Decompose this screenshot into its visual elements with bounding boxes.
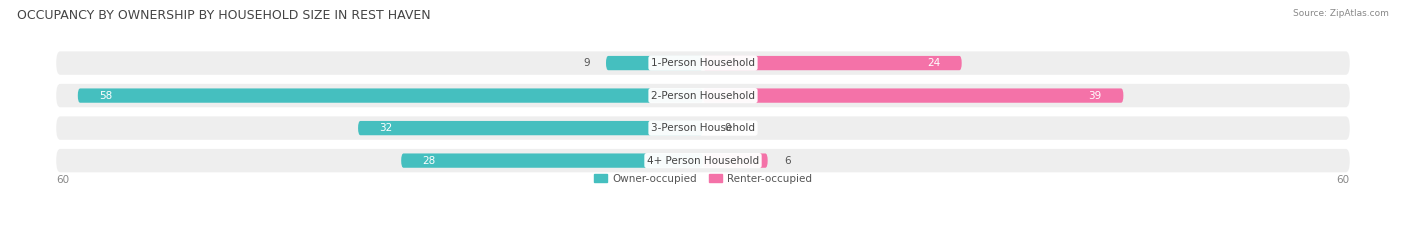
- Text: 39: 39: [1088, 91, 1102, 101]
- FancyBboxPatch shape: [703, 56, 962, 70]
- Legend: Owner-occupied, Renter-occupied: Owner-occupied, Renter-occupied: [591, 169, 815, 188]
- FancyBboxPatch shape: [606, 56, 703, 70]
- FancyBboxPatch shape: [77, 89, 703, 103]
- Text: 4+ Person Household: 4+ Person Household: [647, 156, 759, 166]
- Text: 3-Person Household: 3-Person Household: [651, 123, 755, 133]
- Text: 2-Person Household: 2-Person Household: [651, 91, 755, 101]
- FancyBboxPatch shape: [703, 89, 1123, 103]
- Text: 58: 58: [100, 91, 112, 101]
- Text: Source: ZipAtlas.com: Source: ZipAtlas.com: [1294, 9, 1389, 18]
- FancyBboxPatch shape: [401, 154, 703, 168]
- Text: 24: 24: [927, 58, 941, 68]
- FancyBboxPatch shape: [359, 121, 703, 135]
- Text: 0: 0: [724, 123, 731, 133]
- Text: 1-Person Household: 1-Person Household: [651, 58, 755, 68]
- Text: 32: 32: [380, 123, 392, 133]
- Text: 60: 60: [1337, 175, 1350, 185]
- FancyBboxPatch shape: [56, 149, 1350, 172]
- Text: 9: 9: [583, 58, 591, 68]
- FancyBboxPatch shape: [703, 154, 768, 168]
- FancyBboxPatch shape: [56, 84, 1350, 107]
- Text: 6: 6: [785, 156, 790, 166]
- Text: 60: 60: [56, 175, 69, 185]
- FancyBboxPatch shape: [56, 116, 1350, 140]
- Text: OCCUPANCY BY OWNERSHIP BY HOUSEHOLD SIZE IN REST HAVEN: OCCUPANCY BY OWNERSHIP BY HOUSEHOLD SIZE…: [17, 9, 430, 22]
- Text: 28: 28: [423, 156, 436, 166]
- FancyBboxPatch shape: [56, 51, 1350, 75]
